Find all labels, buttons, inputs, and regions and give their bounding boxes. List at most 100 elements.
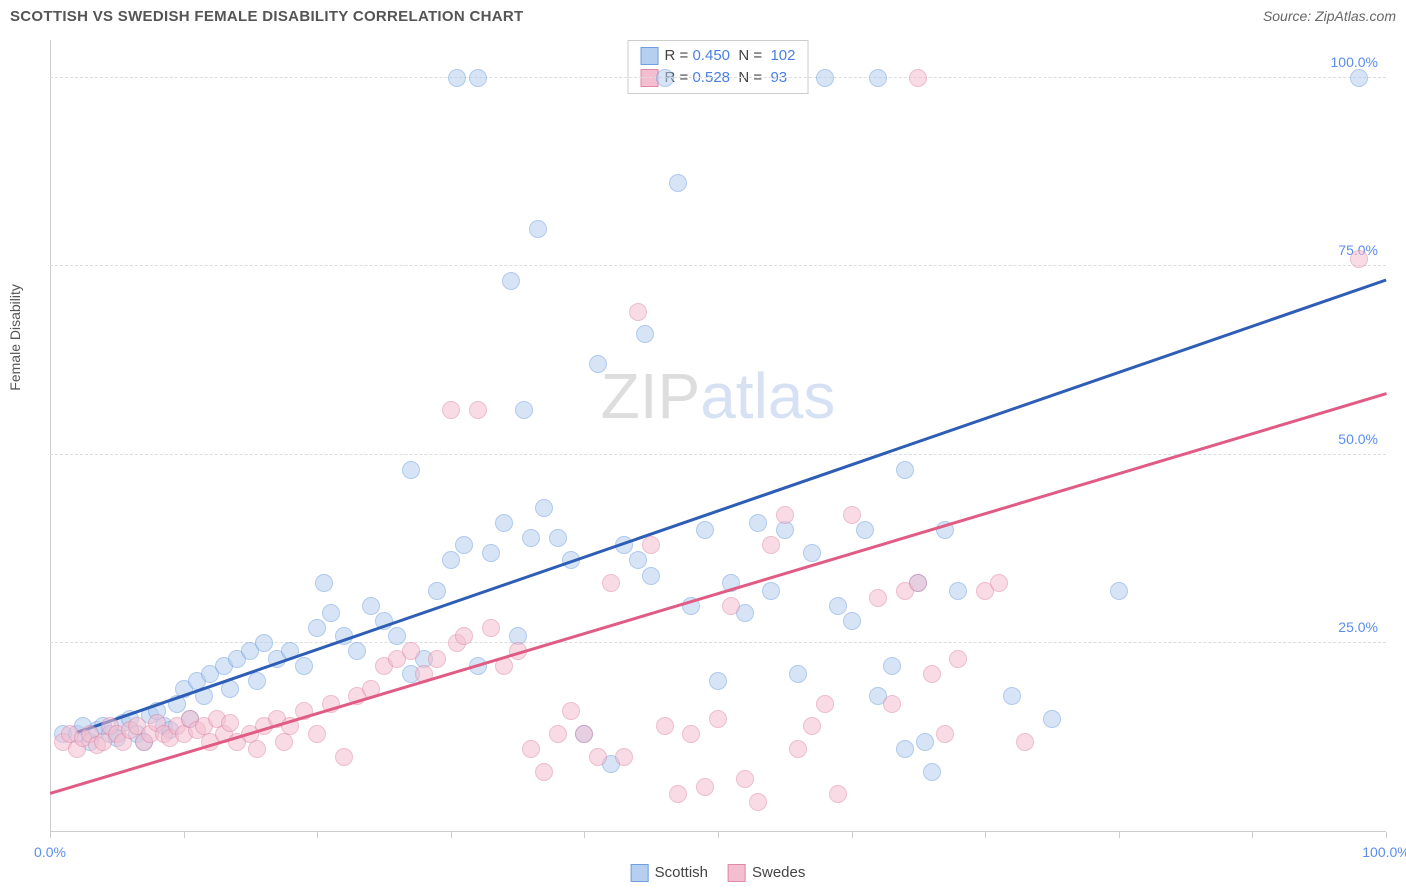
x-tick-label: 0.0% [34,844,66,860]
data-point [615,748,633,766]
x-tick [317,832,318,838]
watermark: ZIPatlas [601,359,836,433]
x-tick [184,832,185,838]
data-point [549,529,567,547]
data-point [916,733,934,751]
gridline [50,77,1386,78]
data-point [522,740,540,758]
correlation-legend: R = 0.450 N = 102R = 0.528 N = 93 [628,40,809,94]
data-point [803,544,821,562]
data-point [428,650,446,668]
gridline [50,265,1386,266]
data-point [696,521,714,539]
data-point [1110,582,1128,600]
data-point [896,461,914,479]
x-tick [584,832,585,838]
trend-line [50,392,1387,794]
chart-title: SCOTTISH VS SWEDISH FEMALE DISABILITY CO… [10,8,523,25]
data-point [362,597,380,615]
data-point [469,69,487,87]
data-point [883,657,901,675]
data-point [1003,687,1021,705]
data-point [642,567,660,585]
data-point [428,582,446,600]
data-point [909,574,927,592]
data-point [709,672,727,690]
data-point [629,551,647,569]
y-tick-label: 25.0% [1338,619,1378,635]
data-point [448,69,466,87]
data-point [402,461,420,479]
data-point [776,506,794,524]
data-point [469,401,487,419]
data-point [1350,250,1368,268]
data-point [502,272,520,290]
data-point [308,619,326,637]
data-point [562,702,580,720]
data-point [762,582,780,600]
data-point [656,717,674,735]
scatter-plot: ZIPatlas R = 0.450 N = 102R = 0.528 N = … [50,40,1386,832]
data-point [495,514,513,532]
data-point [348,642,366,660]
data-point [856,521,874,539]
data-point [388,627,406,645]
data-point [749,514,767,532]
data-point [1043,710,1061,728]
x-tick [1252,832,1253,838]
legend-row: R = 0.450 N = 102 [641,45,796,67]
data-point [1016,733,1034,751]
data-point [669,785,687,803]
series-legend: ScottishSwedes [621,864,816,882]
data-point [949,650,967,668]
x-tick [1386,832,1387,838]
data-point [883,695,901,713]
x-tick [718,832,719,838]
data-point [696,778,714,796]
data-point [522,529,540,547]
data-point [442,401,460,419]
data-point [843,506,861,524]
data-point [749,793,767,811]
data-point [221,714,239,732]
x-tick [1119,832,1120,838]
data-point [656,69,674,87]
data-point [589,355,607,373]
data-point [722,597,740,615]
data-point [709,710,727,728]
source-label: Source: ZipAtlas.com [1263,8,1396,24]
data-point [936,725,954,743]
data-point [482,619,500,637]
data-point [909,69,927,87]
y-tick-label: 100.0% [1331,54,1378,70]
trend-line [76,279,1386,734]
data-point [869,69,887,87]
data-point [535,499,553,517]
data-point [602,574,620,592]
data-point [896,740,914,758]
data-point [843,612,861,630]
data-point [442,551,460,569]
data-point [629,303,647,321]
data-point [322,604,340,622]
data-point [829,597,847,615]
data-point [669,174,687,192]
data-point [923,665,941,683]
y-tick-label: 50.0% [1338,431,1378,447]
data-point [1350,69,1368,87]
data-point [736,770,754,788]
data-point [990,574,1008,592]
data-point [482,544,500,562]
data-point [529,220,547,238]
data-point [402,642,420,660]
data-point [949,582,967,600]
data-point [816,695,834,713]
data-point [682,725,700,743]
data-point [789,740,807,758]
data-point [308,725,326,743]
y-axis [50,40,51,832]
data-point [869,589,887,607]
data-point [455,536,473,554]
data-point [789,665,807,683]
data-point [816,69,834,87]
